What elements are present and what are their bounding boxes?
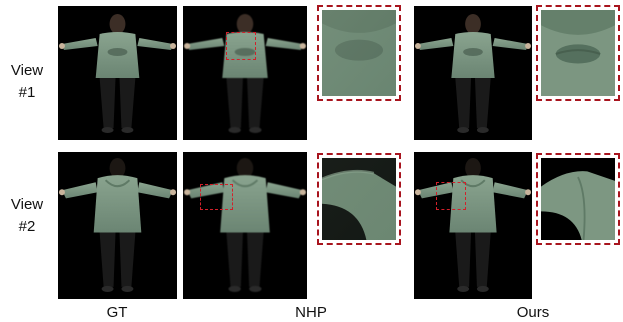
column-label-nhp: NHP — [295, 304, 327, 321]
row-label-view-2: View #2 — [0, 194, 54, 238]
gt-view-2-image — [58, 152, 177, 299]
column-label-ours: Ours — [516, 304, 550, 321]
nhp-view-2-image — [183, 152, 307, 299]
row-label-view-1: View #1 — [0, 60, 54, 104]
ours-view-1-zoom-crop — [536, 5, 620, 101]
gt-view-1-image — [58, 6, 177, 140]
nhp-view-1-roi-box — [226, 32, 256, 60]
nhp-view-1-image — [183, 6, 307, 140]
ours-view-1-image — [414, 6, 532, 140]
nhp-view-2-zoom-crop — [317, 153, 401, 245]
row-label-line2: #1 — [18, 84, 36, 101]
ours-view-2-zoom-crop — [536, 153, 620, 245]
row-label-line1: View — [10, 196, 44, 213]
ours-view-2-image — [414, 152, 532, 299]
ours-view-2-roi-box — [436, 182, 466, 210]
row-label-line1: View — [10, 62, 44, 79]
nhp-view-1-zoom-crop — [317, 5, 401, 101]
nhp-view-2-roi-box — [200, 184, 233, 210]
row-label-line2: #2 — [18, 218, 36, 235]
column-label-gt: GT — [106, 304, 128, 321]
